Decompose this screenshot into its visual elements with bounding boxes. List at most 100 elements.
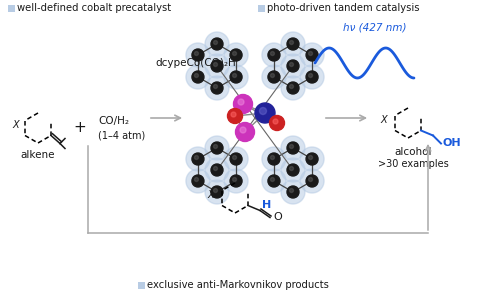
Circle shape [306, 175, 318, 187]
Circle shape [290, 188, 294, 192]
Text: photo-driven tandem catalysis: photo-driven tandem catalysis [267, 3, 420, 13]
Circle shape [287, 186, 299, 198]
Circle shape [255, 103, 275, 123]
Circle shape [240, 127, 246, 133]
Circle shape [290, 41, 294, 45]
Circle shape [281, 54, 305, 78]
Circle shape [281, 136, 305, 160]
Text: X: X [208, 190, 214, 200]
Circle shape [232, 52, 236, 55]
Circle shape [281, 180, 305, 204]
Circle shape [211, 164, 223, 176]
Circle shape [232, 178, 236, 181]
Circle shape [230, 71, 242, 83]
Circle shape [306, 49, 318, 61]
Text: exclusive anti-Markovnikov products: exclusive anti-Markovnikov products [147, 280, 329, 290]
Circle shape [232, 74, 236, 78]
Circle shape [290, 145, 294, 148]
Circle shape [290, 62, 294, 66]
Circle shape [214, 62, 218, 66]
Circle shape [262, 169, 286, 193]
Circle shape [268, 71, 280, 83]
Circle shape [214, 41, 218, 45]
Text: alcohol: alcohol [394, 147, 432, 157]
Circle shape [194, 52, 198, 55]
Circle shape [281, 158, 305, 182]
Circle shape [300, 43, 324, 67]
Circle shape [230, 153, 242, 165]
Circle shape [270, 178, 274, 181]
Text: OH: OH [443, 138, 462, 148]
Circle shape [281, 76, 305, 100]
Circle shape [194, 155, 198, 159]
Circle shape [214, 145, 218, 148]
Text: H: H [262, 201, 272, 211]
Text: alkene: alkene [21, 150, 55, 160]
Text: dcypeCo(CO)₂H: dcypeCo(CO)₂H [155, 58, 236, 68]
Circle shape [186, 147, 210, 171]
Circle shape [300, 65, 324, 89]
Circle shape [287, 142, 299, 154]
Circle shape [205, 54, 229, 78]
Circle shape [186, 169, 210, 193]
Circle shape [230, 175, 242, 187]
Circle shape [231, 112, 236, 117]
Circle shape [268, 175, 280, 187]
Circle shape [211, 186, 223, 198]
Circle shape [186, 65, 210, 89]
Circle shape [270, 52, 274, 55]
Circle shape [268, 49, 280, 61]
Text: hν (427 nm): hν (427 nm) [343, 23, 406, 33]
Circle shape [234, 95, 252, 114]
Circle shape [224, 169, 248, 193]
Bar [8, 5, 15, 12]
Circle shape [192, 175, 204, 187]
Text: (1–4 atm): (1–4 atm) [98, 130, 145, 140]
Circle shape [308, 52, 312, 55]
Circle shape [194, 74, 198, 78]
Circle shape [281, 32, 305, 56]
Circle shape [287, 60, 299, 72]
Circle shape [192, 153, 204, 165]
Text: >30 examples: >30 examples [378, 159, 448, 169]
Circle shape [224, 65, 248, 89]
Circle shape [211, 82, 223, 94]
Circle shape [270, 155, 274, 159]
Text: +: + [74, 121, 86, 135]
Circle shape [214, 85, 218, 88]
Circle shape [214, 188, 218, 192]
Text: O: O [273, 212, 281, 222]
Text: X: X [12, 120, 19, 130]
Text: well-defined cobalt precatalyst: well-defined cobalt precatalyst [17, 3, 171, 13]
Circle shape [211, 142, 223, 154]
Circle shape [290, 167, 294, 171]
Text: X: X [380, 115, 387, 125]
Circle shape [211, 38, 223, 50]
Circle shape [287, 38, 299, 50]
Circle shape [273, 119, 278, 124]
Circle shape [262, 43, 286, 67]
Circle shape [300, 147, 324, 171]
Circle shape [260, 108, 266, 115]
Circle shape [308, 155, 312, 159]
Circle shape [205, 180, 229, 204]
Circle shape [290, 85, 294, 88]
Circle shape [192, 71, 204, 83]
Bar [258, 5, 265, 12]
Circle shape [192, 49, 204, 61]
Circle shape [308, 74, 312, 78]
Circle shape [270, 74, 274, 78]
Circle shape [308, 178, 312, 181]
Circle shape [306, 153, 318, 165]
Text: CO/H₂: CO/H₂ [98, 116, 129, 126]
Circle shape [287, 82, 299, 94]
Circle shape [205, 32, 229, 56]
Circle shape [194, 178, 198, 181]
Circle shape [224, 147, 248, 171]
Circle shape [300, 169, 324, 193]
Circle shape [205, 76, 229, 100]
Bar [138, 282, 145, 289]
Circle shape [238, 99, 244, 105]
Circle shape [262, 147, 286, 171]
Circle shape [236, 122, 255, 142]
